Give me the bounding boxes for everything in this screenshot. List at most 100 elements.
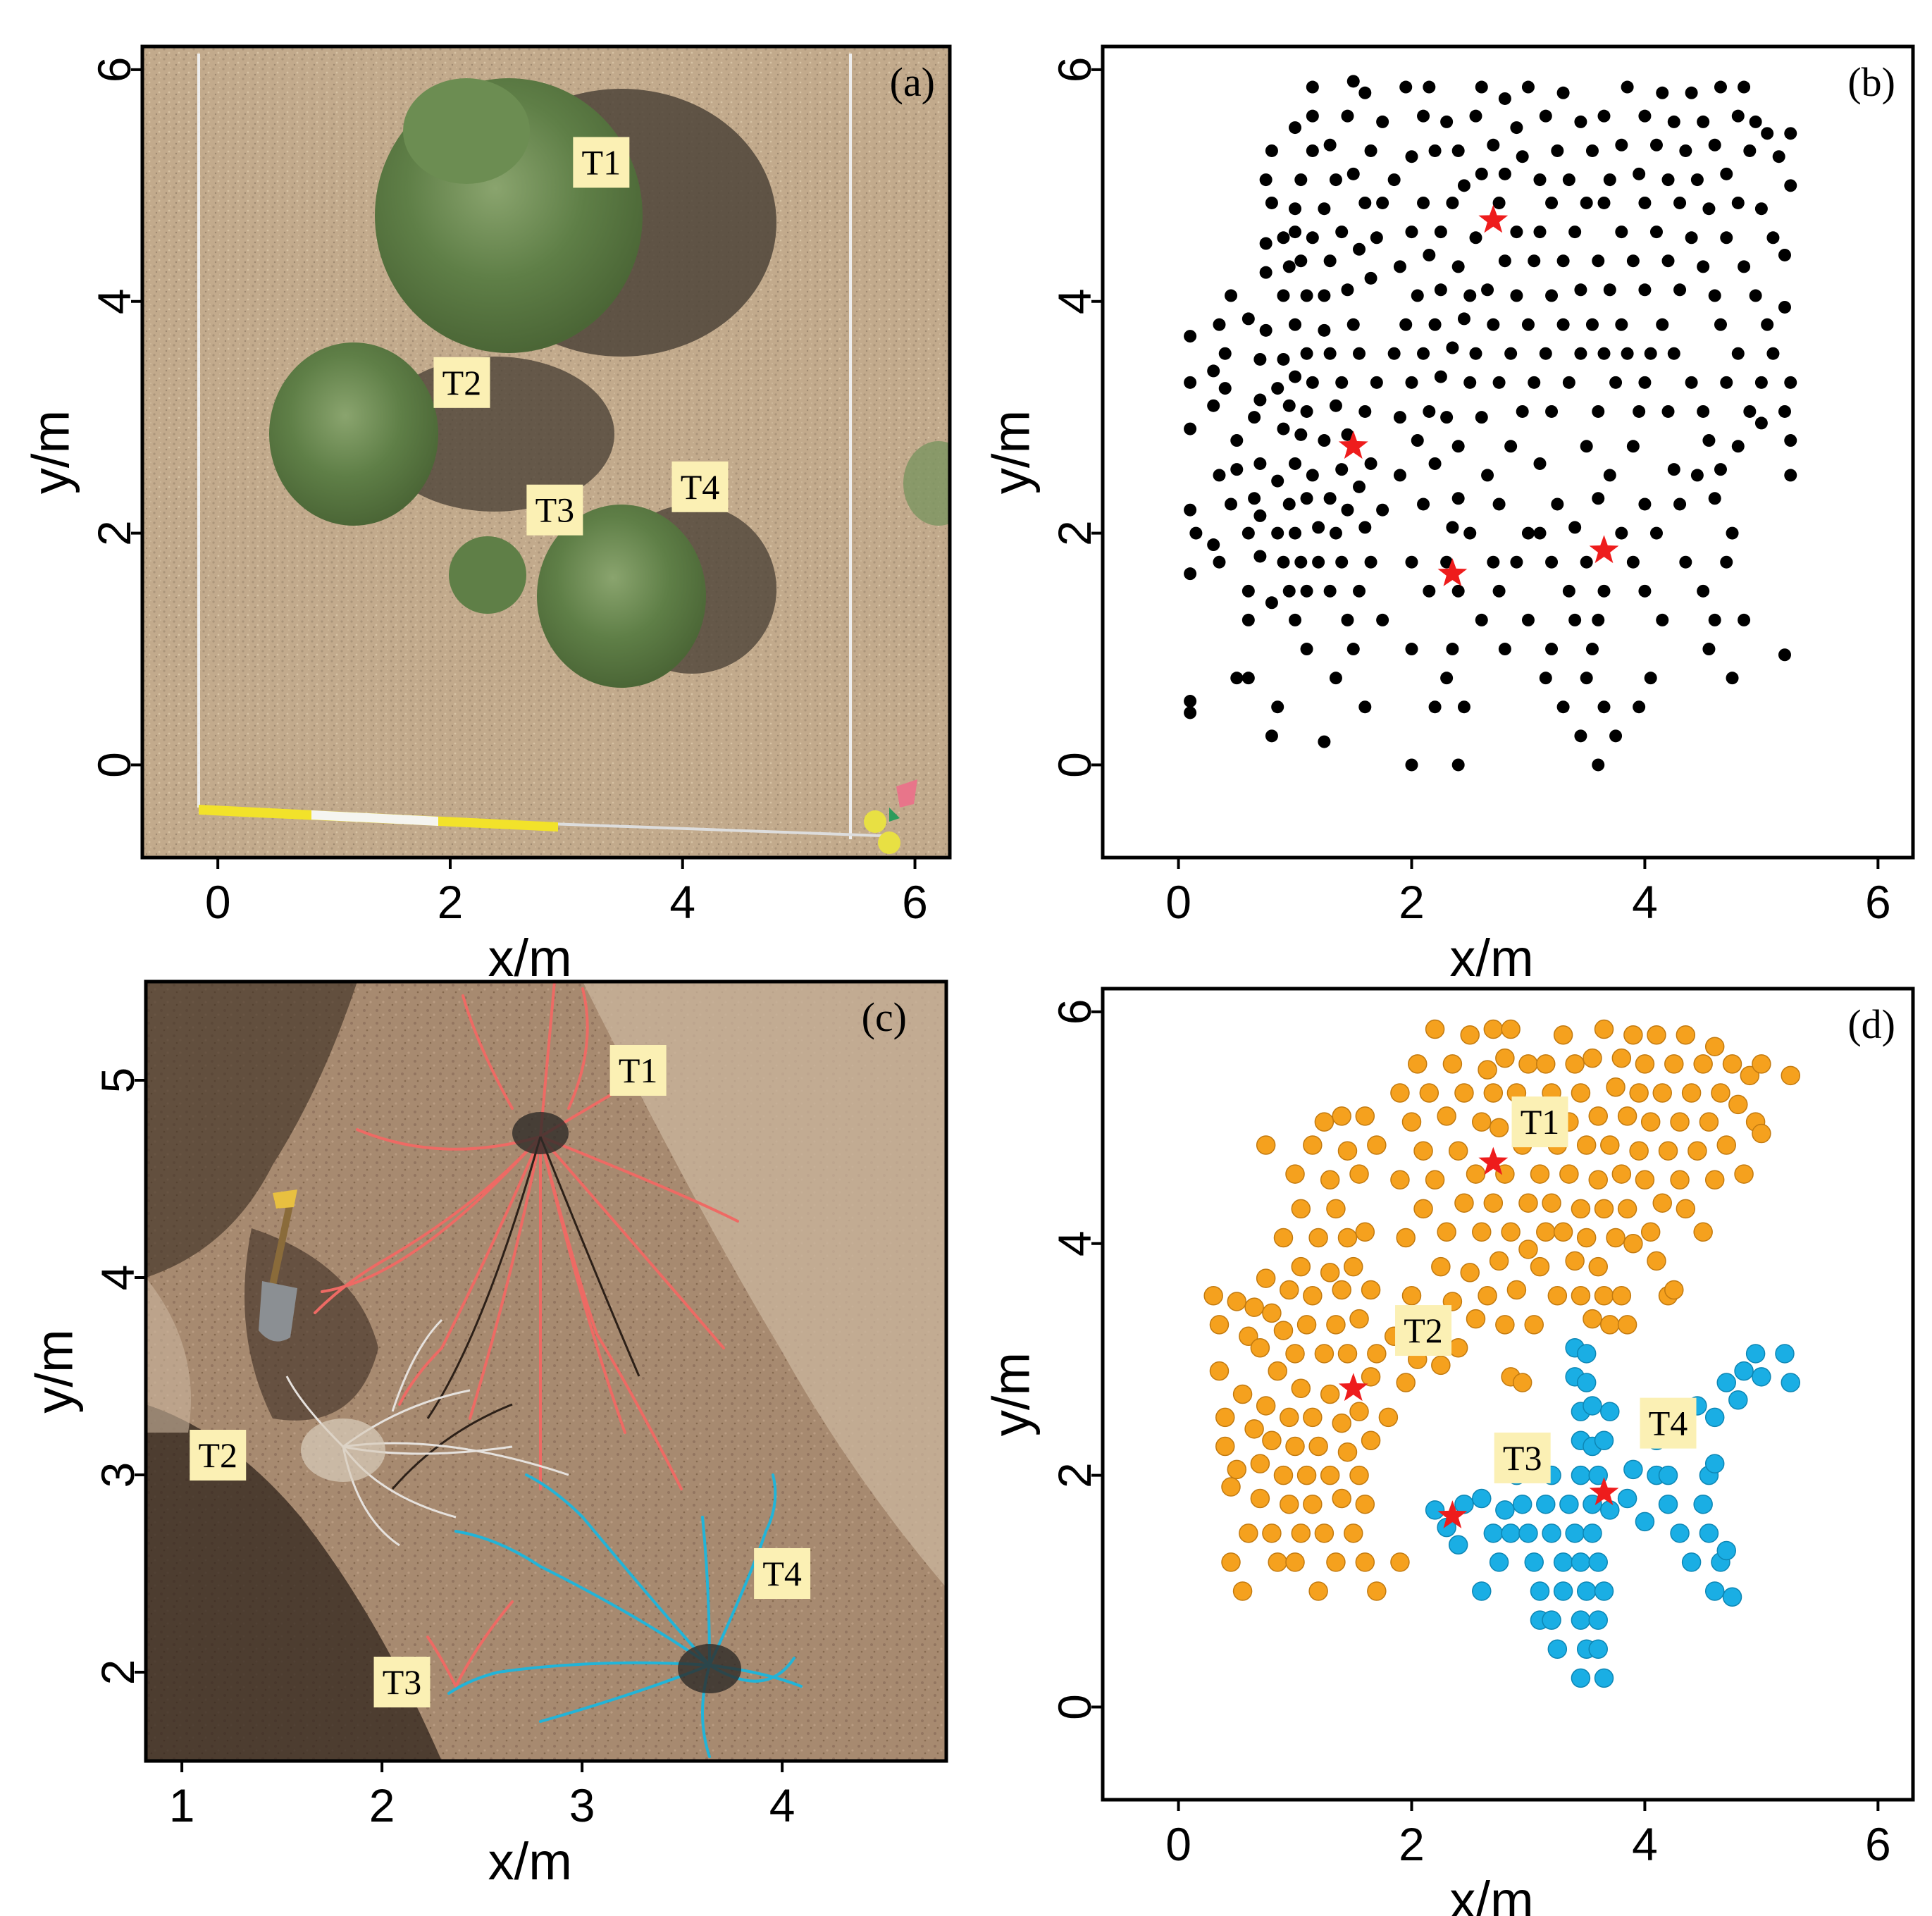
data-point [1592, 613, 1605, 626]
data-point [1376, 503, 1389, 517]
data-point [1241, 526, 1255, 540]
data-point [1649, 138, 1663, 152]
data-point [1265, 144, 1278, 157]
panel-a-frame [140, 44, 952, 860]
panel-d-axes: 0 2 4 6 0 2 4 6 x/m y/m [982, 999, 1891, 1916]
orange-point [1239, 1326, 1258, 1347]
data-point [1451, 260, 1465, 273]
data-point [1685, 376, 1698, 389]
data-point [1446, 196, 1459, 209]
data-point [1411, 289, 1424, 302]
data-point [1487, 138, 1500, 152]
data-point [1720, 376, 1733, 389]
orange-point [1419, 1083, 1439, 1103]
data-point [1685, 86, 1698, 99]
orange-point [1337, 1228, 1358, 1248]
blue-point [1617, 1488, 1637, 1509]
orange-point [1396, 1373, 1416, 1392]
data-point [1661, 404, 1675, 418]
orange-point [1209, 1315, 1230, 1335]
tree-label: T2 [198, 1435, 237, 1475]
y-axis-label: y/m [22, 410, 80, 494]
x-tick-label: 3 [569, 1779, 595, 1831]
data-point [1697, 404, 1710, 418]
data-point [1370, 376, 1383, 389]
orange-point [1314, 1344, 1335, 1364]
data-point [1358, 86, 1372, 99]
data-point [1393, 260, 1406, 273]
orange-point [1460, 1025, 1480, 1045]
orange-point [1571, 1199, 1591, 1219]
orange-point [1489, 1251, 1509, 1271]
orange-point [1308, 1436, 1328, 1457]
data-point [1440, 672, 1454, 685]
x-tick-label: 4 [1632, 1818, 1658, 1870]
data-point [1592, 758, 1605, 772]
data-point [1399, 318, 1413, 331]
orange-point [1256, 1396, 1276, 1416]
data-point [1446, 521, 1459, 534]
data-point [1405, 555, 1418, 569]
data-point [1230, 672, 1244, 685]
blue-point [1588, 1639, 1608, 1659]
data-point [1597, 109, 1611, 123]
data-point [1615, 138, 1628, 152]
data-point [1644, 347, 1657, 360]
orange-point [1227, 1459, 1247, 1480]
orange-point [1279, 1407, 1299, 1428]
y-tick-label: 0 [88, 752, 140, 778]
panel-c: T1 T2 T3 T4 (c) 1 2 3 4 2 3 4 5 x/m y/m [25, 979, 948, 1891]
orange-point [1314, 1112, 1335, 1132]
orange-point [1355, 1494, 1375, 1514]
orange-point [1536, 1222, 1556, 1242]
orange-point [1320, 1263, 1340, 1283]
orange-point [1431, 1355, 1451, 1376]
blue-point [1542, 1523, 1561, 1543]
data-point [1451, 440, 1465, 453]
data-point [1248, 411, 1261, 424]
blue-point [1571, 1465, 1591, 1485]
orange-point [1244, 1419, 1264, 1439]
orange-point [1378, 1407, 1399, 1428]
data-point [1702, 643, 1716, 656]
data-point [1649, 225, 1663, 239]
data-point [1738, 260, 1751, 273]
data-point [1207, 364, 1220, 378]
data-point [1667, 347, 1680, 360]
orange-point [1227, 1292, 1247, 1311]
orange-point [1652, 1193, 1672, 1213]
data-point [1597, 700, 1611, 714]
data-point [1656, 613, 1669, 626]
data-point [1271, 526, 1284, 540]
y-tick-label: 4 [92, 1265, 144, 1291]
data-point [1289, 225, 1302, 239]
data-point [1364, 144, 1377, 157]
orange-point [1408, 1054, 1428, 1074]
orange-point [1704, 1170, 1725, 1190]
orange-point [1565, 1054, 1585, 1074]
orange-point [1250, 1488, 1270, 1509]
data-point [1405, 225, 1418, 239]
data-point [1761, 318, 1774, 331]
orange-point [1262, 1523, 1282, 1543]
orange-point [1332, 1106, 1351, 1126]
data-point [1603, 283, 1616, 297]
data-point [1539, 672, 1552, 685]
orange-point [1244, 1297, 1264, 1317]
y-tick-label: 2 [92, 1659, 144, 1686]
data-point [1673, 196, 1687, 209]
orange-point [1279, 1494, 1299, 1514]
data-point [1329, 672, 1342, 685]
blue-point [1472, 1581, 1492, 1601]
data-point [1556, 318, 1570, 331]
data-point [1521, 318, 1535, 331]
orange-point [1303, 1407, 1323, 1428]
data-point [1265, 196, 1278, 209]
data-point [1428, 144, 1442, 157]
data-point [1778, 404, 1791, 418]
panel-d-stems [1338, 1146, 1619, 1528]
data-point [1364, 457, 1377, 470]
data-point [1282, 260, 1296, 273]
orange-point [1291, 1256, 1311, 1277]
data-point [1376, 196, 1389, 209]
